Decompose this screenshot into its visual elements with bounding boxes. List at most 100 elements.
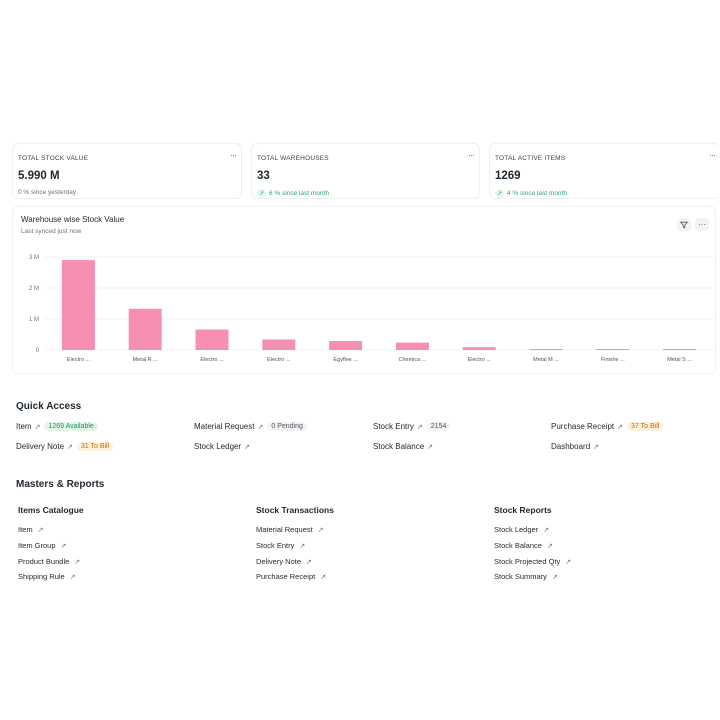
report-link[interactable]: Product Bundle ↗	[18, 557, 80, 566]
x-tick-label: Metal R ...	[133, 357, 159, 363]
quick-access-item[interactable]: Dashboard ↗	[551, 442, 599, 451]
external-link-icon: ↗	[320, 573, 327, 581]
report-link-label[interactable]: Material Request	[256, 525, 313, 534]
masters-reports-title: Masters & Reports	[16, 479, 105, 490]
quick-access-label[interactable]: Dashboard	[551, 442, 591, 451]
y-tick-label: 3 M	[29, 255, 39, 261]
report-link[interactable]: Stock Ledger ↗	[494, 525, 549, 534]
bar[interactable]	[663, 349, 697, 350]
report-link-label[interactable]: Stock Projected Qty	[494, 557, 561, 566]
quick-access-label[interactable]: Stock Ledger	[194, 442, 242, 451]
quick-access-item[interactable]: Stock Balance ↗	[373, 442, 433, 451]
bar[interactable]	[195, 329, 229, 350]
report-link-label[interactable]: Stock Ledger	[494, 525, 539, 534]
more-icon[interactable]: ···	[695, 218, 709, 231]
quick-access-label[interactable]: Material Request	[194, 422, 255, 431]
kpi-trend-text: 0 % since yesterday	[18, 189, 77, 196]
quick-access-item[interactable]: Item ↗ 1269 Available	[16, 422, 98, 431]
bar[interactable]	[128, 308, 162, 350]
bar[interactable]	[529, 349, 563, 350]
kpi-trend: ↗ 4 % since last month	[495, 189, 567, 198]
external-link-icon: ↗	[257, 423, 264, 431]
report-link[interactable]: Stock Summary ↗	[494, 572, 558, 581]
status-badge: 0 Pending	[267, 422, 307, 431]
external-link-icon: ↗	[299, 542, 306, 550]
quick-access-label[interactable]: Delivery Note	[16, 442, 65, 451]
report-link[interactable]: Stock Balance ↗	[494, 541, 553, 550]
quick-access-item[interactable]: Delivery Note ↗ 31 To Bill	[16, 442, 114, 451]
kpi-card-total-stock-value: TOTAL STOCK VALUE ··· 5.990 M 0 % since …	[12, 143, 242, 199]
report-link[interactable]: Item ↗	[18, 525, 43, 534]
report-link-label[interactable]: Product Bundle	[18, 557, 70, 566]
x-tick-label: Electro ...	[67, 357, 91, 363]
kpi-menu-icon[interactable]: ···	[468, 150, 475, 160]
kpi-title: TOTAL ACTIVE ITEMS	[495, 155, 566, 162]
report-link-label[interactable]: Stock Summary	[494, 572, 547, 581]
report-link-label[interactable]: Delivery Note	[256, 557, 302, 566]
kpi-menu-icon[interactable]: ···	[230, 150, 237, 160]
external-link-icon: ↗	[617, 423, 624, 431]
trend-up-icon: ↗	[257, 189, 266, 198]
report-link-label[interactable]: Item	[18, 525, 33, 534]
bar[interactable]	[61, 260, 95, 350]
report-link[interactable]: Stock Projected Qty ↗	[494, 557, 571, 566]
report-link-label[interactable]: Stock Entry	[256, 541, 295, 550]
x-tick-label: Egyflee ...	[333, 357, 358, 363]
external-link-icon: ↗	[543, 526, 550, 534]
kpi-card-total-active-items: TOTAL ACTIVE ITEMS ··· 1269 ↗ 4 % since l…	[489, 143, 720, 199]
report-link-label[interactable]: Item Group	[18, 541, 56, 550]
report-link-label[interactable]: Purchase Receipt	[256, 572, 316, 581]
report-link[interactable]: Stock Entry ↗	[256, 541, 305, 550]
report-link[interactable]: Material Request ↗	[256, 525, 324, 534]
x-tick-label: Metal M ...	[533, 357, 559, 363]
bar[interactable]	[596, 349, 630, 350]
external-link-icon: ↗	[34, 423, 41, 431]
quick-access-item[interactable]: Purchase Receipt ↗ 37 To Bill	[551, 422, 664, 431]
x-tick-label: Electro ...	[468, 357, 492, 363]
status-badge: 1269 Available	[44, 422, 98, 431]
external-link-icon: ↗	[416, 423, 423, 431]
bar[interactable]	[262, 339, 296, 350]
external-link-icon: ↗	[60, 542, 67, 550]
filter-icon[interactable]	[677, 218, 691, 231]
quick-access-label[interactable]: Item	[16, 422, 32, 431]
kpi-menu-icon[interactable]: ···	[709, 150, 716, 160]
bar[interactable]	[329, 341, 363, 350]
x-tick-label: Metal S ...	[667, 357, 692, 363]
x-tick-label: Electro ...	[267, 357, 291, 363]
bar[interactable]	[462, 347, 496, 350]
quick-access-item[interactable]: Material Request ↗ 0 Pending	[194, 422, 307, 431]
external-link-icon: ↗	[551, 573, 558, 581]
external-link-icon: ↗	[317, 526, 324, 534]
kpi-title: TOTAL WAREHOUSES	[257, 155, 329, 162]
quick-access-item[interactable]: Stock Ledger ↗	[194, 442, 250, 451]
report-link[interactable]: Purchase Receipt ↗	[256, 572, 326, 581]
y-tick-label: 0	[36, 348, 40, 354]
stock-workspace: TOTAL STOCK VALUE ··· 5.990 M 0 % since …	[0, 140, 720, 582]
quick-access-item[interactable]: Stock Entry ↗ 2154	[373, 422, 451, 431]
quick-access-label[interactable]: Stock Entry	[373, 422, 414, 431]
kpi-value: 1269	[495, 170, 521, 182]
kpi-card-total-warehouses: TOTAL WAREHOUSES ··· 33 ↗ 6 % since last …	[251, 143, 480, 199]
report-link[interactable]: Delivery Note ↗	[256, 557, 312, 566]
quick-access-label[interactable]: Stock Balance	[373, 442, 425, 451]
status-badge: 37 To Bill	[627, 422, 664, 431]
kpi-trend: 0 % since yesterday	[18, 189, 76, 196]
chart-subtitle: Last synced just now	[21, 228, 82, 235]
bar-chart: 0 1 M 2 M 3 M Electro ... Metal R ... Electro …	[29, 255, 713, 363]
report-link-label[interactable]: Stock Balance	[494, 541, 542, 550]
y-tick-label: 1 M	[29, 317, 39, 323]
kpi-trend: ↗ 6 % since last month	[257, 189, 329, 198]
report-link[interactable]: Item Group ↗	[18, 541, 66, 550]
quick-access-title: Quick Access	[16, 401, 82, 412]
kpi-value: 33	[257, 170, 270, 182]
x-tick-label: Electro ...	[200, 357, 224, 363]
report-link-label[interactable]: Shipping Rule	[18, 572, 65, 581]
bar[interactable]	[395, 342, 429, 350]
quick-access-label[interactable]: Purchase Receipt	[551, 422, 615, 431]
external-link-icon: ↗	[306, 558, 312, 566]
report-link[interactable]: Shipping Rule ↗	[18, 572, 76, 581]
external-link-icon: ↗	[565, 558, 572, 566]
external-link-icon: ↗	[244, 443, 251, 451]
column-title-items-catalogue: Items Catalogue	[18, 505, 84, 515]
